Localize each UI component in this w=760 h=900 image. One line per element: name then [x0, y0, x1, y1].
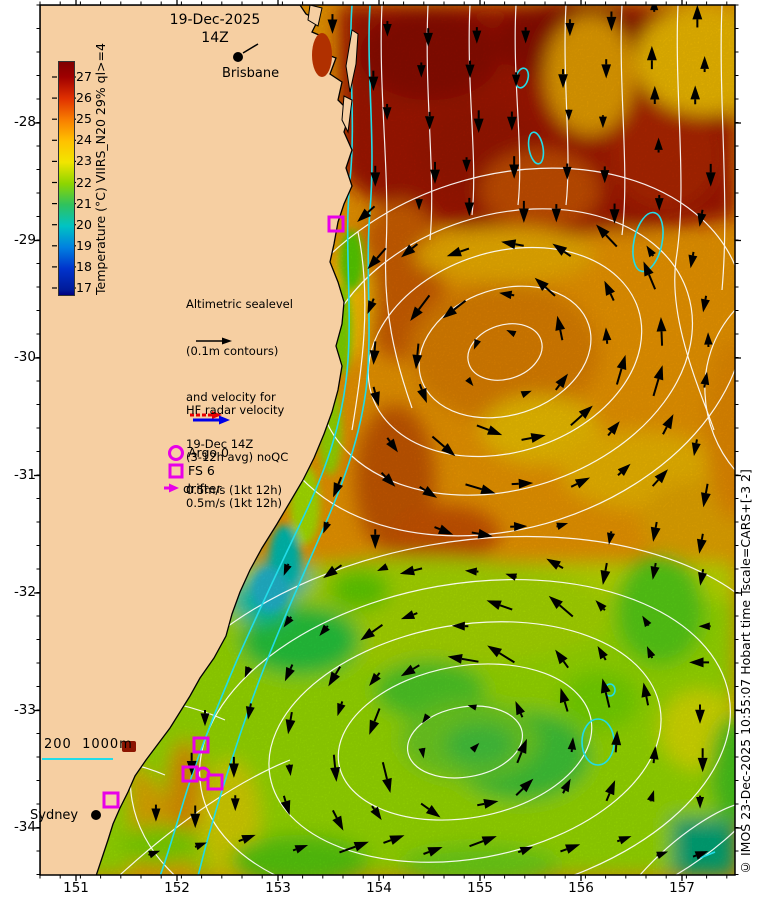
fs-marker: [327, 215, 345, 233]
fs-marker: [206, 773, 224, 791]
y-tick-label: -31: [13, 466, 36, 483]
y-tick-label: -33: [13, 701, 36, 718]
hf-radar-line-3: 0.5m/s (1kt 12h): [186, 496, 283, 510]
argo-marker: [195, 766, 211, 782]
map-title-hour: 14Z: [201, 30, 229, 46]
platform-legend-icons: [168, 445, 184, 479]
fs-marker: [192, 736, 210, 754]
altimetry-line-4: 19-Dec 14Z: [186, 436, 254, 451]
isobath-scale-note: 200 1000m: [44, 737, 133, 752]
brisbane-dot: [233, 52, 243, 62]
sydney-dot: [91, 810, 101, 820]
sydney-label: Sydney: [30, 808, 79, 823]
x-tick-label: 152: [164, 880, 190, 896]
x-tick-label: 153: [265, 880, 291, 896]
colorbar-tick: 22: [76, 174, 92, 190]
colorbar-tick: 26: [76, 90, 92, 106]
altimetry-info-block: Altimetric sealevel (0.1m contours) and …: [186, 266, 293, 514]
x-tick-label: 156: [568, 880, 594, 896]
map-title-date: 19-Dec-2025: [169, 12, 261, 28]
colorbar-tick: 25: [76, 111, 92, 127]
colorbar-label: Temperature (°C) VIIRS_N20 29% ql>=4: [93, 43, 108, 295]
legend-arrows: [42, 337, 232, 760]
x-tick-label: 155: [467, 880, 493, 896]
colorbar-tick: 17: [76, 280, 92, 295]
x-tick-label: 151: [63, 880, 89, 896]
altimetry-line-3: and velocity for: [186, 390, 276, 404]
colorbar-tick: 19: [76, 237, 92, 253]
fs-legend-icon: [168, 463, 184, 479]
colorbar-tick: 20: [76, 216, 92, 232]
x-tick-label: 157: [669, 880, 695, 896]
drifter-legend-label: drifter: [183, 481, 222, 496]
plot-frame: [39, 4, 736, 876]
hf-radar-line-1: HF radar velocity: [186, 403, 285, 417]
fs-legend-label: FS 6: [188, 463, 215, 478]
credit-text: © IMOS 23-Dec-2025 10:55:07 Hobart time …: [738, 469, 753, 875]
y-tick-label: -29: [13, 231, 36, 248]
land-mass: [40, 5, 359, 875]
colorbar-tick: 23: [76, 153, 92, 169]
argo-legend-label: Argo 0: [188, 445, 229, 460]
temperature-colorbar: [58, 61, 75, 296]
x-tick-label: 154: [366, 880, 392, 896]
y-tick-label: -32: [13, 584, 36, 600]
altimetry-line-5: 0.5m/s (1kt 12h): [186, 483, 283, 497]
y-tick-label: -34: [13, 819, 36, 835]
colorbar-tick: 27: [76, 69, 92, 84]
colorbar-tick: 21: [76, 195, 92, 211]
fs-marker: [102, 791, 120, 809]
colorbar-tick: 24: [76, 132, 92, 148]
hf-radar-info-block: HF radar velocity (3-12h avg) noQC 0.5m/…: [186, 372, 288, 527]
colorbar-tick: 18: [76, 258, 92, 274]
sst-field: [40, 5, 735, 875]
y-tick-label: -30: [13, 349, 36, 365]
y-tick-label: -28: [13, 114, 36, 130]
brisbane-label: Brisbane: [222, 66, 280, 81]
hf-radar-line-2: (3-12h avg) noQC: [186, 449, 289, 464]
platform-markers: [102, 215, 345, 809]
altimetry-line-2: (0.1m contours): [186, 343, 279, 358]
altimetry-line-1: Altimetric sealevel: [186, 297, 293, 311]
argo-legend-icon: [168, 445, 184, 461]
velocity-arrow-field: [148, 5, 716, 860]
